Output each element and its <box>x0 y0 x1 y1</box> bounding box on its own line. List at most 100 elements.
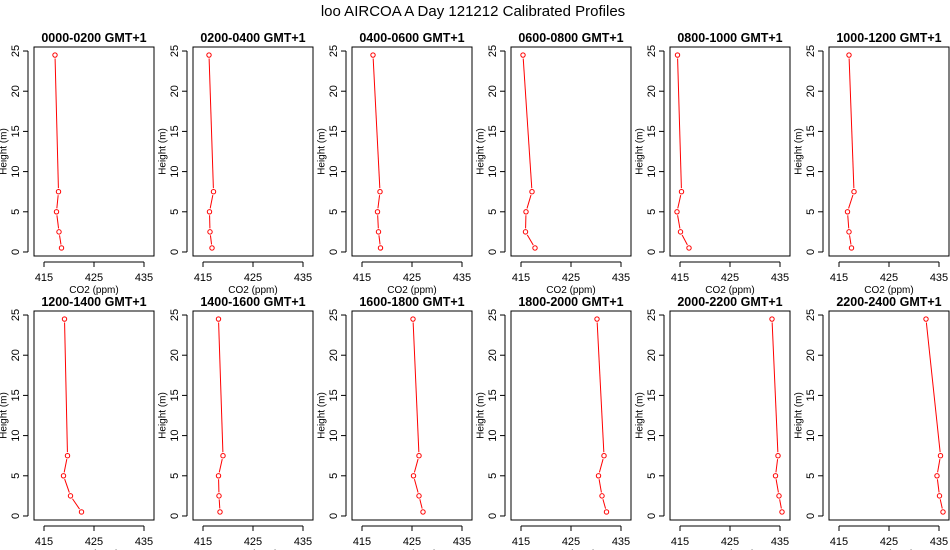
y-tick-label: 5 <box>487 473 499 479</box>
y-tick-label: 25 <box>487 45 499 57</box>
data-point <box>377 245 384 251</box>
x-tick-label: 415 <box>353 272 371 284</box>
y-tick-label: 10 <box>805 429 817 441</box>
y-tick-label: 0 <box>169 513 181 519</box>
x-tick-label: 435 <box>294 272 312 284</box>
y-tick-label: 25 <box>805 45 817 57</box>
y-tick-label: 25 <box>487 309 499 321</box>
x-tick-label: 415 <box>830 536 848 548</box>
data-point <box>374 209 381 215</box>
x-tick-label: 435 <box>135 272 153 284</box>
y-tick-label: 15 <box>328 389 340 401</box>
profile-panel: 1000-1200 GMT+1 415 425 435 CO2 (ppm) 0 5 10 15 2… <box>794 31 950 296</box>
plot-frame <box>510 310 632 521</box>
profile-segment <box>419 499 423 509</box>
y-tick-label: 10 <box>805 165 817 177</box>
plot-frame <box>828 310 950 521</box>
y-tick-label: 10 <box>646 165 658 177</box>
x-tick-label: 425 <box>244 536 262 548</box>
profile-segment <box>63 459 68 473</box>
y-tick-label: 20 <box>805 85 817 97</box>
profile-segment <box>771 322 779 453</box>
y-tick-label: 15 <box>487 125 499 137</box>
x-tick-label: 425 <box>85 536 103 548</box>
x-tick-label: 415 <box>512 272 530 284</box>
y-tick-label: 5 <box>10 473 22 479</box>
profile-segment <box>218 322 224 453</box>
profile-segment <box>925 322 941 453</box>
data-point <box>594 316 600 322</box>
x-tick-label: 425 <box>721 536 739 548</box>
profile-segment <box>72 498 80 510</box>
y-axis-label: Height (m) <box>476 128 487 175</box>
plot-frame <box>192 310 314 521</box>
y-axis-label: Height (m) <box>317 128 328 175</box>
profile-segment <box>677 58 682 189</box>
y-tick-label: 20 <box>10 85 22 97</box>
figure-title: loo AIRCOA A Day 121212 Calibrated Profi… <box>321 3 625 20</box>
x-tick-label: 415 <box>35 536 53 548</box>
y-axis-label: Height (m) <box>0 392 10 439</box>
profile-panel: 0800-1000 GMT+1 415 425 435 CO2 (ppm) 0 5 10 15 2… <box>635 31 791 296</box>
data-point <box>55 188 62 195</box>
y-tick-label: 15 <box>805 389 817 401</box>
x-tick-label: 425 <box>562 272 580 284</box>
data-point <box>522 229 529 235</box>
profile-panel: 0400-0600 GMT+1 415 425 435 CO2 (ppm) 0 5 10 15 2… <box>317 31 473 296</box>
profile-segment <box>598 479 602 493</box>
panel-title: 2200-2400 GMT+1 <box>836 295 941 309</box>
data-point <box>529 188 535 195</box>
y-tick-label: 10 <box>328 429 340 441</box>
data-point <box>210 188 217 195</box>
profile-segment <box>56 215 60 229</box>
profile-segment <box>377 215 379 229</box>
profile-segment <box>218 458 223 473</box>
y-tick-label: 5 <box>328 209 340 215</box>
panel-title: 0600-0800 GMT+1 <box>518 31 623 45</box>
panel-title: 2000-2200 GMT+1 <box>677 295 782 309</box>
data-point <box>776 493 782 499</box>
data-point <box>674 209 680 215</box>
y-tick-label: 0 <box>646 249 658 255</box>
profile-segment <box>602 499 607 509</box>
data-point <box>779 509 785 515</box>
y-tick-label: 20 <box>328 85 340 97</box>
profile-segment <box>372 58 381 189</box>
panel-title: 0200-0400 GMT+1 <box>200 31 305 45</box>
y-tick-label: 10 <box>646 429 658 441</box>
data-point <box>601 452 607 459</box>
profile-segment <box>937 459 941 473</box>
data-point <box>674 52 681 58</box>
y-tick-label: 20 <box>10 349 22 361</box>
data-point <box>940 509 946 515</box>
panel-title: 0000-0200 GMT+1 <box>41 31 146 45</box>
y-tick-label: 5 <box>10 209 22 215</box>
profile-segment <box>677 215 681 229</box>
data-point <box>206 52 212 58</box>
data-point <box>52 52 58 58</box>
data-point <box>410 473 417 479</box>
y-tick-label: 5 <box>169 209 181 215</box>
y-tick-label: 5 <box>646 209 658 215</box>
data-point <box>61 316 68 322</box>
y-tick-label: 15 <box>646 389 658 401</box>
x-tick-label: 425 <box>85 272 103 284</box>
data-point <box>532 245 538 251</box>
panel-title: 1000-1200 GMT+1 <box>836 31 941 45</box>
y-tick-label: 15 <box>805 125 817 137</box>
plot-frame <box>669 46 791 257</box>
y-tick-label: 25 <box>10 309 22 321</box>
y-tick-label: 0 <box>487 249 499 255</box>
data-point <box>934 473 940 479</box>
x-tick-label: 415 <box>35 272 53 284</box>
panel-title: 1800-2000 GMT+1 <box>518 295 623 309</box>
data-point <box>846 52 852 58</box>
y-tick-label: 20 <box>646 349 658 361</box>
x-tick-label: 435 <box>135 536 153 548</box>
profile-segment <box>849 235 852 245</box>
profile-segment <box>413 479 419 493</box>
profile-panel: 0200-0400 GMT+1 415 425 435 CO2 (ppm) 0 5 10 15 2… <box>158 31 314 296</box>
profile-segment <box>848 194 854 209</box>
